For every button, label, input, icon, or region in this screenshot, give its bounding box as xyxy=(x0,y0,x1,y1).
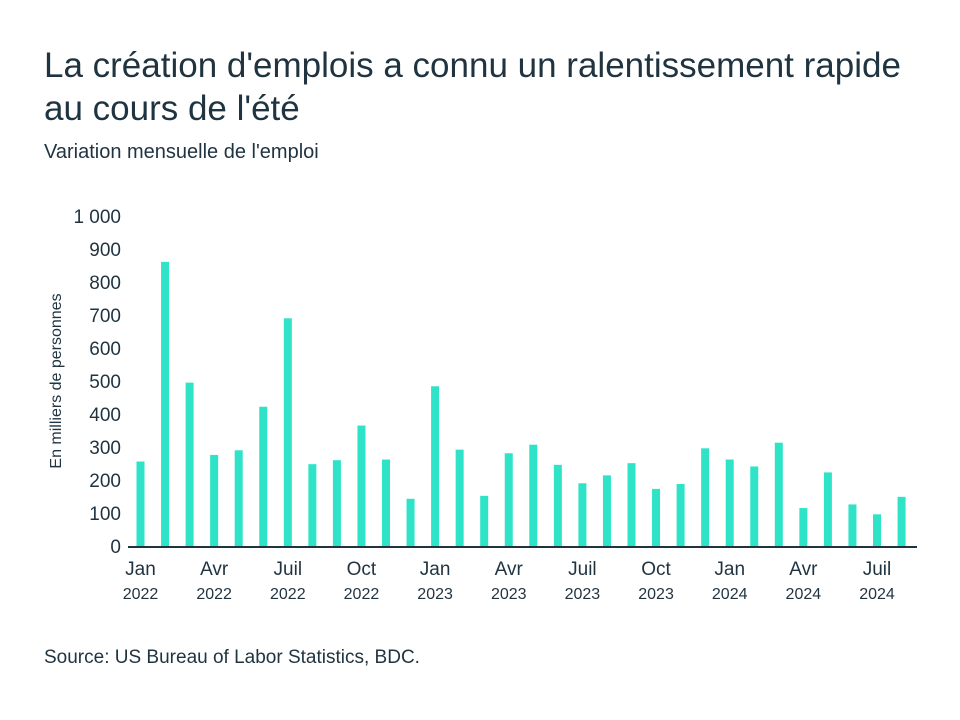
y-tick-label: 400 xyxy=(89,405,121,426)
x-tick-year: 2023 xyxy=(638,586,674,603)
bar-2023-02 xyxy=(455,449,464,546)
bar-2023-11 xyxy=(676,483,685,546)
y-tick-label: 0 xyxy=(110,537,121,558)
x-tick-month: Avr xyxy=(200,559,229,580)
bar-2022-11 xyxy=(382,459,390,546)
bar-2023-07 xyxy=(578,483,587,546)
bar-2023-08 xyxy=(602,475,611,546)
bar-2022-01 xyxy=(136,461,145,546)
y-tick-label: 600 xyxy=(89,339,121,360)
y-tick-label: 700 xyxy=(89,306,121,327)
y-tick-label: 500 xyxy=(89,372,121,393)
x-tick-year: 2023 xyxy=(565,586,601,603)
x-tick-month: Juil xyxy=(568,559,597,580)
x-tick-year: 2022 xyxy=(270,586,306,603)
x-tick-year: 2024 xyxy=(712,586,748,603)
x-tick-month: Avr xyxy=(495,559,524,580)
y-tick-label: 900 xyxy=(89,240,121,261)
bar-2022-04 xyxy=(210,454,219,546)
bar-2023-12 xyxy=(701,448,710,546)
bar-2022-03 xyxy=(185,382,194,546)
x-tick-month: Oct xyxy=(641,559,671,580)
bar-2022-12 xyxy=(406,498,415,546)
chart-subtitle: Variation mensuelle de l'emploi xyxy=(44,141,319,163)
bar-2023-10 xyxy=(652,488,661,546)
x-tick-year: 2022 xyxy=(196,586,232,603)
bar-2022-07 xyxy=(283,318,292,546)
x-tick-month: Avr xyxy=(789,559,818,580)
bar-2023-04 xyxy=(504,453,513,546)
bar-2022-02 xyxy=(161,261,170,546)
y-axis-ticks: 0 100 200 300 400 500 600 700 800 900 1 000 xyxy=(73,207,121,558)
x-tick-year: 2023 xyxy=(417,586,453,603)
x-tick-month: Oct xyxy=(347,559,377,580)
bar-2022-09 xyxy=(332,460,341,546)
bar-2022-06 xyxy=(259,406,268,546)
bar-2024-01 xyxy=(725,459,734,546)
x-tick-month: Jan xyxy=(125,559,156,580)
bar-2024-04 xyxy=(799,508,808,546)
x-tick-month: Jan xyxy=(714,559,745,580)
x-tick-year: 2022 xyxy=(123,586,159,603)
bar-2024-03 xyxy=(774,442,783,546)
bar-2024-07 xyxy=(873,514,881,546)
bar-2023-05 xyxy=(529,444,538,546)
x-tick-year: 2022 xyxy=(344,586,380,603)
x-tick-year: 2024 xyxy=(859,586,895,603)
source-note: Source: US Bureau of Labor Statistics, B… xyxy=(44,647,420,668)
y-tick-label: 100 xyxy=(89,504,121,525)
y-axis-label: En milliers de personnes xyxy=(48,293,65,468)
bar-2024-08 xyxy=(897,496,906,546)
bar-2024-05 xyxy=(823,472,832,546)
x-tick-year: 2023 xyxy=(491,586,527,603)
x-tick-month: Juil xyxy=(863,559,892,580)
bar-2023-03 xyxy=(480,495,489,546)
x-tick-month: Jan xyxy=(420,559,451,580)
x-tick-year: 2024 xyxy=(786,586,822,603)
bar-2022-10 xyxy=(357,425,366,546)
y-tick-label: 200 xyxy=(89,471,121,492)
bar-2022-05 xyxy=(234,450,243,546)
bars xyxy=(136,261,906,546)
y-tick-label: 300 xyxy=(89,438,121,459)
bar-2024-06 xyxy=(848,504,857,546)
y-tick-label: 800 xyxy=(89,273,121,294)
bar-2024-02 xyxy=(750,466,759,546)
chart-title: La création d'emplois a connu un ralenti… xyxy=(44,46,901,128)
bar-2023-09 xyxy=(627,463,636,546)
bar-2022-08 xyxy=(308,464,317,546)
bar-2023-01 xyxy=(431,386,440,546)
y-tick-label: 1 000 xyxy=(73,207,121,228)
bar-2023-06 xyxy=(553,464,562,546)
x-tick-month: Juil xyxy=(274,559,303,580)
x-axis-ticks: Jan 2022 Avr 2022 Juil 2022 Oct 2022 Jan 2023 Avr 2… xyxy=(123,559,895,603)
